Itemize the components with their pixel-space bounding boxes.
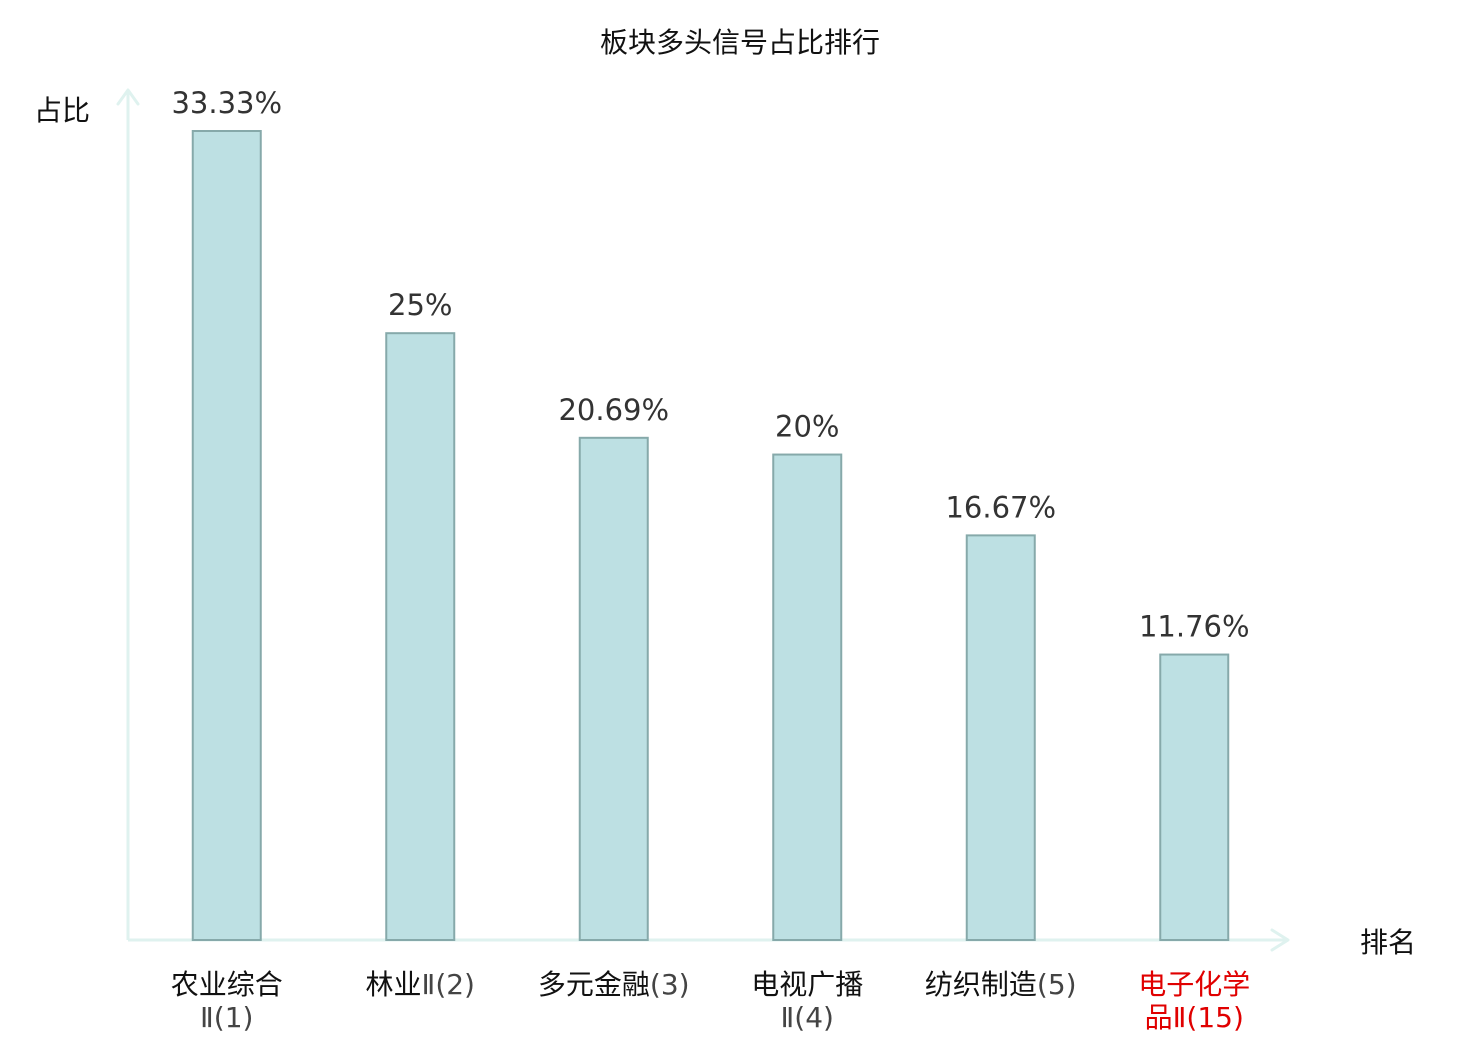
x-axis-label: 排名 xyxy=(1360,926,1416,959)
category-name: 农业综合 xyxy=(171,968,283,1001)
category-rank: Ⅱ(15) xyxy=(1173,1001,1244,1034)
bar-value-label: 16.67% xyxy=(945,490,1056,524)
category-name: 品 xyxy=(1145,1001,1173,1034)
category-name: 林业 xyxy=(366,968,422,1001)
category-label: 多元金融(3) xyxy=(538,968,690,1001)
bar xyxy=(191,130,262,941)
bar-value-label: 11.76% xyxy=(1139,610,1250,644)
bar xyxy=(772,453,843,941)
value-labels-group: 33.33% 25% 20.69% 20% 16.67% 11.76% xyxy=(171,86,1249,644)
category-rank: (3) xyxy=(650,968,690,1001)
bar-value-label: 33.33% xyxy=(171,86,282,120)
bar xyxy=(578,436,649,941)
bar xyxy=(1159,653,1230,942)
chart-title: 板块多头信号占比排行 xyxy=(600,26,880,59)
y-axis: 占比 xyxy=(34,88,140,940)
category-name: 多元金融 xyxy=(538,968,650,1001)
category-label: 农业综合 xyxy=(171,968,283,1001)
category-label: 电视广播 xyxy=(751,968,863,1001)
category-label: 品Ⅱ(15) xyxy=(1145,1001,1244,1034)
category-label: Ⅱ(1) xyxy=(200,1001,253,1034)
bar xyxy=(965,534,1036,942)
y-axis-arrow xyxy=(116,88,140,106)
category-name: 电视广播 xyxy=(751,968,863,1001)
category-label: 纺织制造(5) xyxy=(925,968,1077,1001)
category-rank: Ⅱ(2) xyxy=(422,968,475,1001)
bars-group xyxy=(191,130,1230,942)
y-axis-label: 占比 xyxy=(34,94,90,127)
bar-value-label: 25% xyxy=(388,288,452,322)
bar-value-label: 20% xyxy=(775,410,839,444)
category-name: 纺织制造 xyxy=(925,968,1037,1001)
bar-value-label: 20.69% xyxy=(558,393,669,427)
category-label: Ⅱ(4) xyxy=(781,1001,834,1034)
x-axis: 排名 xyxy=(128,926,1416,959)
x-axis-arrow xyxy=(1270,928,1290,952)
category-name: 电子化学 xyxy=(1138,968,1250,1001)
category-label: 林业Ⅱ(2) xyxy=(366,968,475,1001)
category-rank: (5) xyxy=(1037,968,1077,1001)
bar xyxy=(385,332,456,941)
category-label: 电子化学 xyxy=(1138,968,1250,1001)
category-rank: Ⅱ(1) xyxy=(200,1001,253,1034)
category-rank: Ⅱ(4) xyxy=(781,1001,834,1034)
